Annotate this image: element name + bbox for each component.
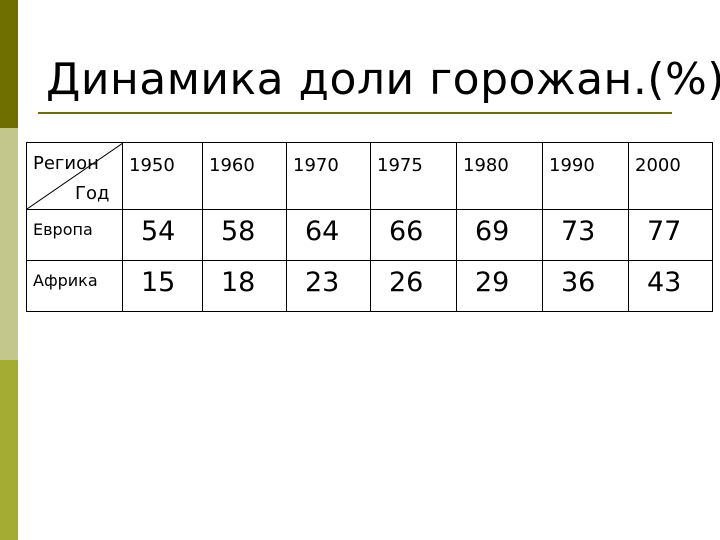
table-cell: 15 <box>122 260 203 312</box>
row-label-africa: Африка <box>26 260 123 312</box>
table-row: Африка 15 18 23 26 29 36 43 <box>26 260 713 312</box>
table-cell: 73 <box>542 209 629 261</box>
table-cell: 36 <box>542 260 629 312</box>
year-header: 1960 <box>202 142 287 210</box>
table-header-row: Регион Год 1950 1960 1970 1975 1980 1990… <box>26 142 713 210</box>
table-cell: 54 <box>122 209 203 261</box>
table-cell: 26 <box>370 260 457 312</box>
side-bar-segment-dark <box>0 0 18 128</box>
title-underline <box>38 112 672 114</box>
table-cell: 18 <box>202 260 287 312</box>
corner-diagonal-line <box>27 143 123 209</box>
year-header: 2000 <box>628 142 713 210</box>
table-row: Европа 54 58 64 66 69 73 77 <box>26 209 713 261</box>
table-cell: 66 <box>370 209 457 261</box>
side-bar-segment-light <box>0 128 18 360</box>
table-cell: 23 <box>286 260 371 312</box>
urban-share-table: Регион Год 1950 1960 1970 1975 1980 1990… <box>26 142 713 312</box>
side-bar-segment-mid <box>0 360 18 540</box>
year-header: 1970 <box>286 142 371 210</box>
year-header: 1990 <box>542 142 629 210</box>
table-cell: 64 <box>286 209 371 261</box>
table-cell: 77 <box>628 209 713 261</box>
table-cell: 29 <box>456 260 543 312</box>
table-corner-cell: Регион Год <box>26 142 123 210</box>
corner-region-label: Регион <box>33 153 99 174</box>
table-cell: 43 <box>628 260 713 312</box>
year-header: 1980 <box>456 142 543 210</box>
corner-year-label: Год <box>75 183 110 204</box>
year-header: 1950 <box>122 142 203 210</box>
row-label-europe: Европа <box>26 209 123 261</box>
decorative-side-bar <box>0 0 18 540</box>
table-cell: 69 <box>456 209 543 261</box>
year-header: 1975 <box>370 142 457 210</box>
table-cell: 58 <box>202 209 287 261</box>
slide-title: Динамика доли горожан.(%) <box>46 54 720 105</box>
